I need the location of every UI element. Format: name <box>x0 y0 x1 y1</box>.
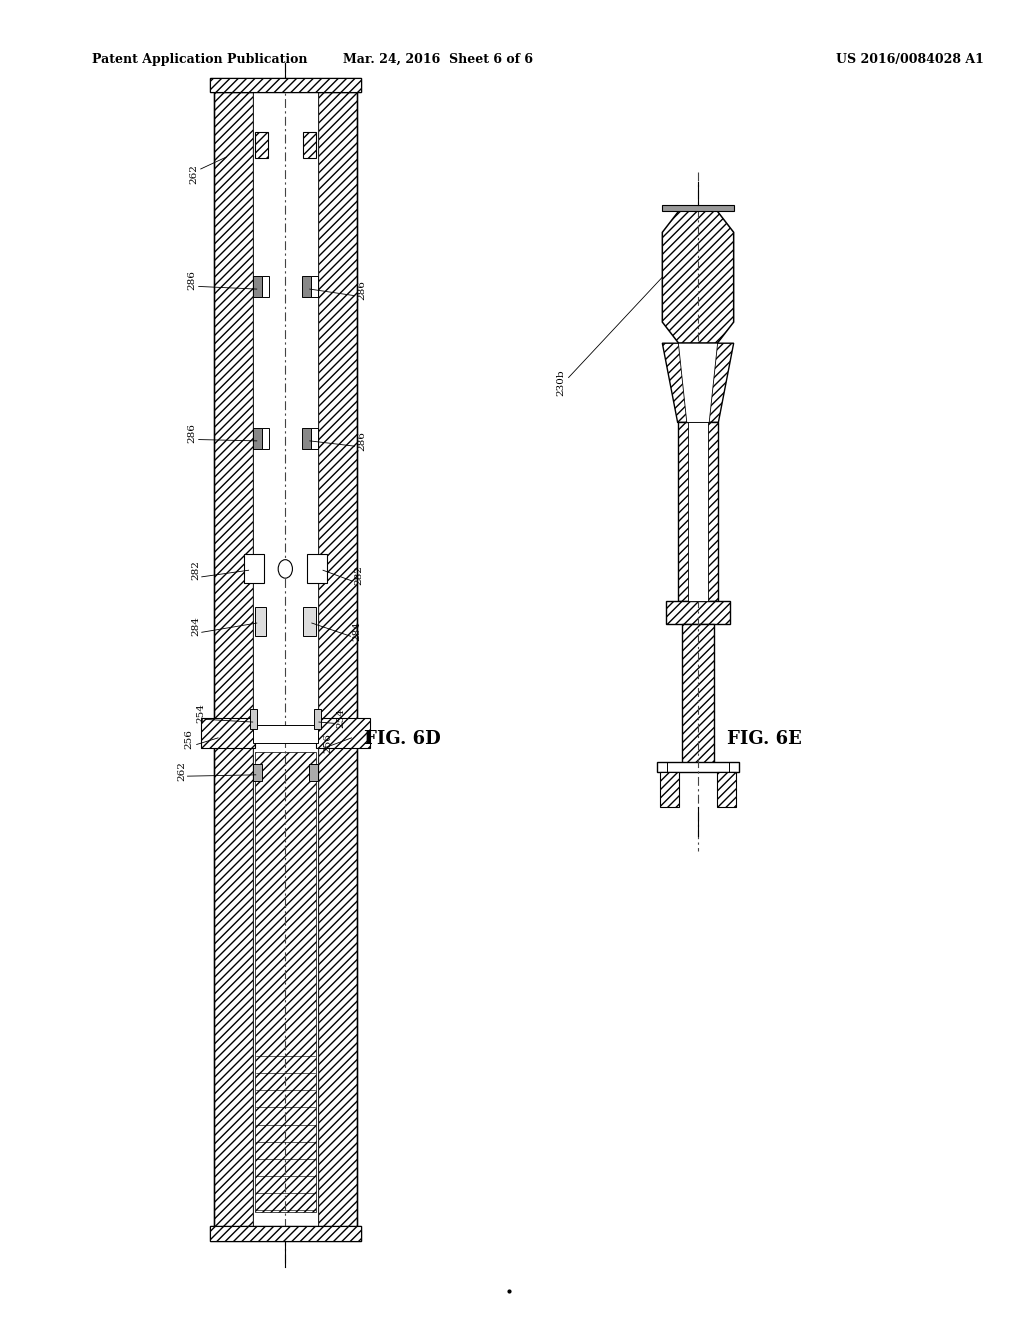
Text: 262: 262 <box>177 760 186 781</box>
Text: 286: 286 <box>187 422 196 444</box>
Bar <box>315 718 370 748</box>
Text: 262: 262 <box>189 164 198 185</box>
Bar <box>214 92 253 1228</box>
Bar <box>688 422 709 601</box>
Bar <box>667 601 729 624</box>
Text: FIG. 6E: FIG. 6E <box>727 730 802 748</box>
Text: 286: 286 <box>357 280 367 301</box>
Bar <box>317 92 356 1228</box>
Bar <box>311 276 317 297</box>
Bar <box>311 428 317 449</box>
Bar <box>255 752 315 1212</box>
Text: 256: 256 <box>184 729 193 750</box>
Bar <box>210 1226 360 1241</box>
Bar <box>210 78 360 92</box>
Text: 254: 254 <box>197 702 205 723</box>
Bar <box>660 772 679 807</box>
Bar <box>210 1226 360 1241</box>
Bar <box>657 762 738 772</box>
Bar <box>302 276 311 297</box>
Text: 286: 286 <box>357 430 367 451</box>
Text: 286: 286 <box>187 269 196 290</box>
Bar <box>307 554 327 583</box>
Bar <box>682 624 715 763</box>
Circle shape <box>279 560 293 578</box>
Bar <box>253 764 262 781</box>
Bar <box>210 78 360 92</box>
Bar <box>250 709 257 729</box>
Bar <box>253 92 317 1228</box>
Bar <box>253 276 262 297</box>
Text: 254: 254 <box>336 708 345 729</box>
Bar <box>309 764 317 781</box>
Text: 282: 282 <box>354 565 364 586</box>
Bar <box>313 709 321 729</box>
Bar <box>302 428 311 449</box>
Bar <box>262 428 269 449</box>
Bar <box>255 132 268 158</box>
Polygon shape <box>303 607 315 636</box>
Bar <box>262 276 269 297</box>
Text: 256: 256 <box>324 733 333 754</box>
Text: Mar. 24, 2016  Sheet 6 of 6: Mar. 24, 2016 Sheet 6 of 6 <box>343 53 534 66</box>
Text: 282: 282 <box>191 560 200 581</box>
Text: 284: 284 <box>352 620 361 642</box>
Text: FIG. 6D: FIG. 6D <box>365 730 441 748</box>
Bar <box>678 422 719 601</box>
Text: 284: 284 <box>191 615 200 636</box>
Bar <box>201 718 255 748</box>
Bar <box>718 772 735 807</box>
Polygon shape <box>663 343 733 422</box>
Bar <box>663 205 733 211</box>
Polygon shape <box>678 343 718 422</box>
Text: Patent Application Publication: Patent Application Publication <box>92 53 307 66</box>
Bar <box>253 428 262 449</box>
Text: US 2016/0084028 A1: US 2016/0084028 A1 <box>836 53 983 66</box>
Bar <box>303 132 315 158</box>
Bar <box>253 725 317 743</box>
Text: 230b: 230b <box>556 370 565 396</box>
Bar <box>244 554 264 583</box>
Polygon shape <box>663 211 733 343</box>
Polygon shape <box>255 607 266 636</box>
